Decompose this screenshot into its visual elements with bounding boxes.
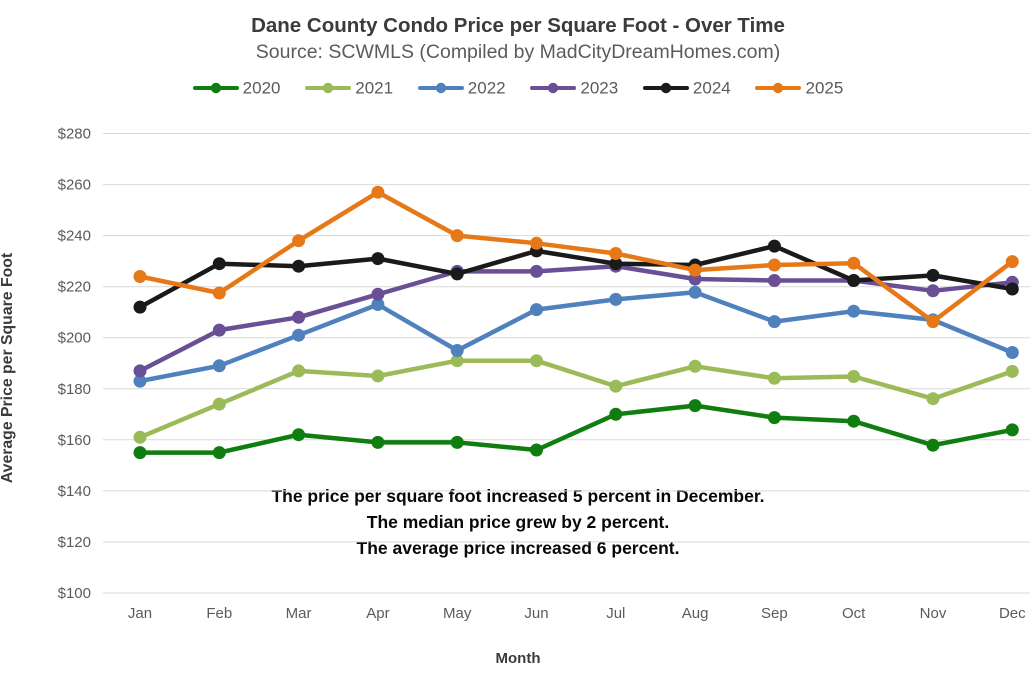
svg-text:$120: $120	[58, 534, 91, 551]
svg-text:Oct: Oct	[842, 605, 866, 622]
svg-text:$160: $160	[58, 432, 91, 449]
svg-text:$100: $100	[58, 585, 91, 602]
svg-text:$260: $260	[58, 177, 91, 194]
svg-text:$180: $180	[58, 381, 91, 398]
svg-text:Mar: Mar	[286, 605, 312, 622]
svg-text:Apr: Apr	[366, 605, 389, 622]
svg-text:$280: $280	[58, 126, 91, 143]
svg-text:Jun: Jun	[524, 605, 548, 622]
svg-text:$240: $240	[58, 228, 91, 245]
svg-text:Feb: Feb	[206, 605, 232, 622]
svg-text:$140: $140	[58, 483, 91, 500]
svg-text:Nov: Nov	[920, 605, 947, 622]
svg-text:Jan: Jan	[128, 605, 152, 622]
svg-text:$220: $220	[58, 279, 91, 296]
svg-text:Jul: Jul	[606, 605, 625, 622]
svg-text:$200: $200	[58, 330, 91, 347]
svg-text:May: May	[443, 605, 472, 622]
svg-text:Sep: Sep	[761, 605, 788, 622]
svg-text:Aug: Aug	[682, 605, 709, 622]
svg-text:Dec: Dec	[999, 605, 1026, 622]
